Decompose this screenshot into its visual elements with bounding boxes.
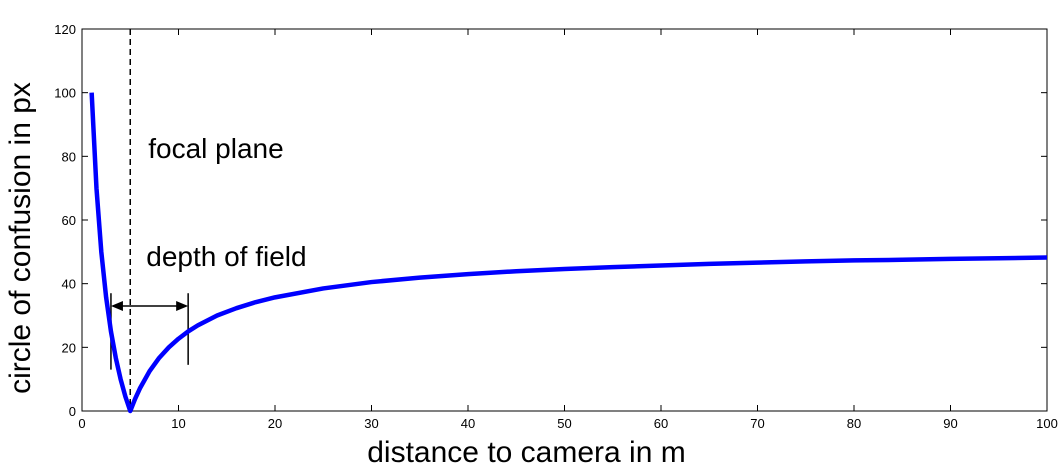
x-tick-label: 40 [461, 416, 475, 431]
x-tick-label: 0 [78, 416, 85, 431]
x-tick-label: 50 [557, 416, 571, 431]
x-tick-label: 80 [847, 416, 861, 431]
dof-arrowhead-left [110, 300, 123, 311]
y-axis-label: circle of confusion in px [4, 82, 37, 394]
x-tick-label: 30 [364, 416, 378, 431]
annotations [110, 29, 189, 411]
y-tick-label: 80 [62, 149, 76, 164]
y-tick-label: 120 [54, 22, 76, 37]
axis-ticks: 0 10 20 30 40 50 60 70 80 90 100 0 20 40 60 80 100 120 [54, 22, 1058, 431]
dof-arrowhead-right [176, 300, 189, 311]
depth-of-field-label: depth of field [146, 241, 306, 272]
x-tick-label: 70 [750, 416, 764, 431]
plot-frame [81, 28, 1048, 412]
x-axis-label: distance to camera in m [367, 436, 685, 469]
x-tick-label: 20 [268, 416, 282, 431]
x-tick-label: 10 [171, 416, 185, 431]
series-line [89, 92, 1048, 414]
x-tick-label: 100 [1036, 416, 1058, 431]
y-tick-label: 100 [54, 86, 76, 101]
y-tick-label: 0 [69, 404, 76, 419]
y-tick-label: 20 [62, 340, 76, 355]
x-tick-label: 90 [943, 416, 957, 431]
y-tick-label: 60 [62, 213, 76, 228]
focal-plane-label: focal plane [148, 133, 283, 164]
x-tick-label: 60 [654, 416, 668, 431]
y-tick-label: 40 [62, 277, 76, 292]
